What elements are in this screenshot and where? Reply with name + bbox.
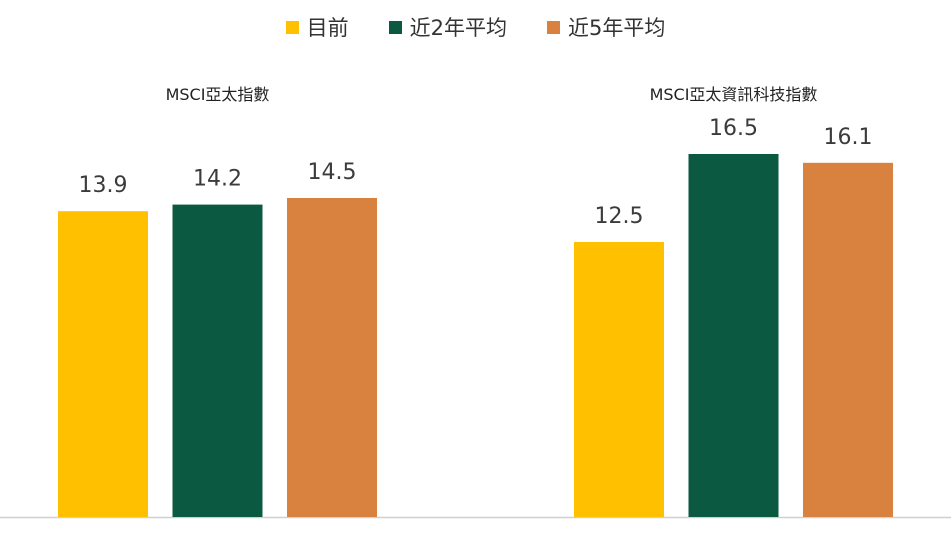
group-apac-title: MSCI亞太指數	[166, 85, 270, 104]
value-label-group-apac-2yr-average: 14.2	[193, 167, 242, 192]
legend-label-2yr-average: 近2年平均	[409, 16, 507, 40]
legend-swatch-current	[285, 20, 299, 34]
legend: 目前 近2年平均 近5年平均	[0, 12, 951, 42]
group-apac-it-title: MSCI亞太資訊科技指數	[650, 85, 818, 104]
bar-group-apac-2yr-average	[172, 204, 263, 517]
legend-item-2yr-average: 近2年平均	[388, 12, 507, 42]
legend-label-current: 目前	[306, 16, 349, 40]
value-label-group-apac-it-5yr-average: 16.1	[824, 125, 873, 150]
value-label-group-apac-it-2yr-average: 16.5	[709, 116, 758, 141]
value-label-group-apac-current: 13.9	[79, 173, 128, 198]
bar-group-apac-it-5yr-average	[803, 162, 893, 518]
legend-swatch-2yr-average	[388, 20, 402, 34]
bar-group-apac-current	[58, 211, 148, 517]
value-label-group-apac-5yr-average: 14.5	[308, 160, 357, 185]
legend-item-current: 目前	[285, 12, 349, 42]
value-label-group-apac-it-current: 12.5	[595, 204, 644, 229]
bar-group-apac-5yr-average	[287, 198, 377, 517]
legend-label-5yr-average: 近5年平均	[568, 16, 666, 40]
legend-item-5yr-average: 近5年平均	[547, 12, 665, 42]
legend-swatch-5yr-average	[547, 20, 560, 34]
bar-group-apac-it-current	[574, 242, 664, 517]
bar-group-apac-it-2yr-average	[688, 154, 779, 517]
